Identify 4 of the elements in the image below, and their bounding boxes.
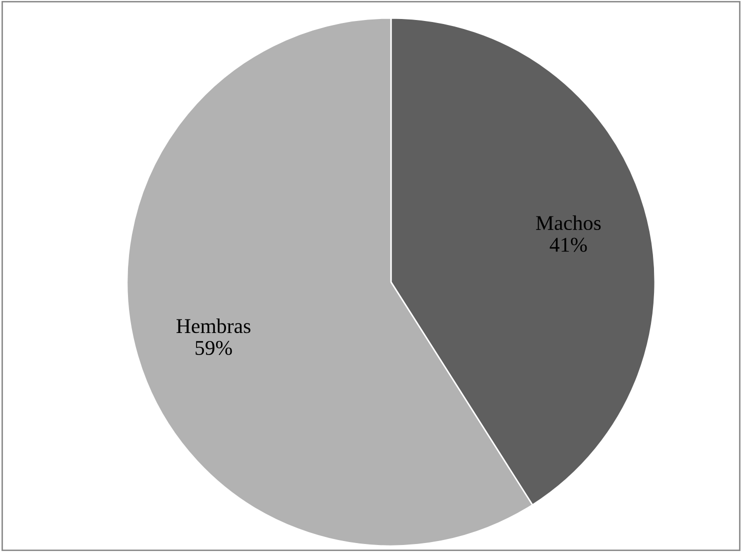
data-label: 59% (196, 340, 232, 356)
data-label: 41% (550, 238, 587, 252)
slice-label: Machos (536, 215, 601, 230)
slice-label: Hembras (176, 318, 250, 334)
